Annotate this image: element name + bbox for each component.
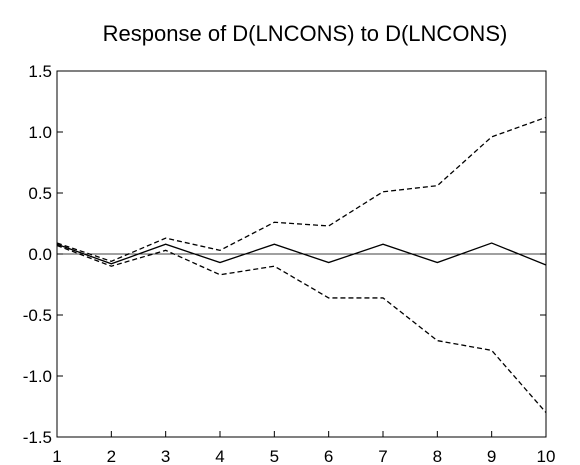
series-line (56, 244, 547, 414)
x-tick-label: 6 (324, 447, 333, 465)
y-tick-label: -1.0 (23, 367, 52, 386)
y-tick-label: -0.5 (23, 306, 52, 325)
x-tick-label: 10 (537, 447, 556, 465)
x-tick-label: 3 (161, 447, 170, 465)
x-tick-label: 9 (487, 447, 496, 465)
x-tick-label: 2 (107, 447, 116, 465)
x-tick-label: 5 (270, 447, 279, 465)
y-tick-label: 1.0 (28, 123, 52, 142)
chart-title: Response of D(LNCONS) to D(LNCONS) (103, 21, 508, 46)
y-tick-label: 0.5 (28, 184, 52, 203)
x-tick-label: 8 (433, 447, 442, 465)
x-tick-label: 4 (215, 447, 224, 465)
x-tick-label: 7 (378, 447, 387, 465)
series-line (56, 116, 547, 263)
series-line (56, 242, 547, 266)
y-tick-label: -1.5 (23, 428, 52, 447)
y-tick-label: 1.5 (28, 62, 52, 81)
y-tick-label: 0.0 (28, 245, 52, 264)
x-tick-label: 1 (52, 447, 61, 465)
